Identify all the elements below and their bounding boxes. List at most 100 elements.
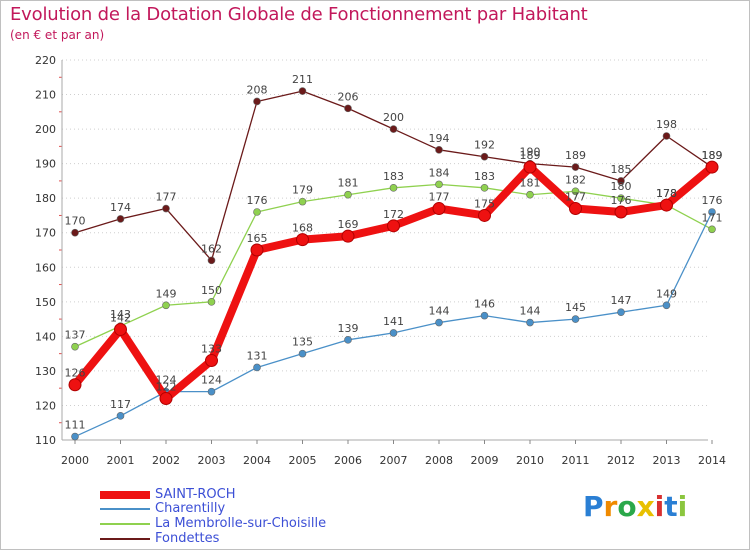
x-tick-label: 2001 [107,454,135,467]
data-label-charentilly: 145 [565,301,586,314]
axes-layer: 110 120 130 140 150 160 170 180 190 200 210 220 2000… [35,54,726,467]
data-point-la-membrolle-sur-choisille [435,180,443,189]
x-tick-label: 2004 [243,454,271,467]
x-tick-label: 2000 [61,454,89,467]
data-point-fondettes [435,146,443,154]
data-label-la-membrolle-sur-choisille: 184 [429,166,450,179]
data-label-fondettes: 208 [247,83,268,96]
data-point-fondettes [253,97,261,106]
data-point-charentilly [253,363,261,372]
data-point-la-membrolle-sur-choisille [162,301,170,310]
logo-letter: x [636,490,655,523]
data-point-saint-roch [569,202,582,216]
x-tick-label: 2012 [607,454,635,467]
y-tick-label: 150 [35,296,56,309]
data-label-charentilly: 111 [65,419,86,432]
legend-label-charentilly: Charentilly [155,501,226,516]
data-label-fondettes: 200 [383,111,404,124]
data-label-charentilly: 149 [656,287,677,300]
x-tick-label: 2008 [425,454,453,467]
data-point-fondettes [116,215,125,223]
data-point-charentilly [526,318,534,327]
data-label-la-membrolle-sur-choisille: 137 [65,329,86,342]
logo-letter: t [664,490,678,523]
data-point-charentilly [389,329,398,337]
data-point-saint-roch [250,243,264,257]
data-label-la-membrolle-sur-choisille: 150 [201,284,222,297]
y-tick-label: 210 [35,89,56,102]
data-label-saint-roch: 175 [474,197,495,210]
data-point-charentilly [71,432,79,441]
y-tick-label: 110 [35,434,56,447]
x-tick-label: 2003 [198,454,226,467]
data-point-charentilly [617,308,625,316]
legend-label-fondettes: Fondettes [155,531,220,546]
x-tick-label: 2013 [653,454,681,467]
logo-letter: i [654,490,665,523]
legend-swatch-fondettes [100,538,150,540]
data-label-la-membrolle-sur-choisille: 149 [156,287,177,300]
data-label-la-membrolle-sur-choisille: 178 [656,187,677,200]
data-label-saint-roch: 178 [656,187,677,200]
data-point-charentilly [116,412,125,420]
data-label-charentilly: 144 [429,305,450,318]
data-point-charentilly [435,318,443,327]
data-label-fondettes: 189 [702,149,723,162]
data-label-saint-roch: 122 [156,381,177,394]
y-tick-label: 130 [35,365,56,378]
data-label-saint-roch: 177 [565,191,586,204]
data-label-charentilly: 139 [338,322,359,335]
data-point-fondettes [298,87,307,95]
data-label-saint-roch: 189 [702,149,723,162]
data-point-saint-roch [478,208,491,222]
legend-swatch-saint-roch [100,491,150,499]
data-point-saint-roch [432,202,446,216]
data-label-fondettes: 194 [429,132,450,145]
data-label-charentilly: 144 [520,305,541,318]
data-point-la-membrolle-sur-choisille [71,342,79,351]
data-point-la-membrolle-sur-choisille [253,208,261,216]
data-point-charentilly [662,301,671,310]
data-point-la-membrolle-sur-choisille [207,298,216,306]
data-label-fondettes: 206 [338,90,359,103]
data-label-fondettes: 211 [292,73,313,86]
legend-swatch-charentilly [100,508,150,510]
data-point-saint-roch [387,219,400,233]
data-label-charentilly: 147 [611,294,632,307]
data-point-la-membrolle-sur-choisille [480,184,489,192]
x-tick-label: 2007 [380,454,408,467]
data-label-charentilly: 131 [247,349,268,362]
data-point-charentilly [708,208,716,216]
x-tick-label: 2014 [698,454,726,467]
chart-title: Evolution de la Dotation Globale de Fonc… [10,4,588,25]
legend-label-la-membrolle: La Membrolle-sur-Choisille [155,516,327,531]
data-label-la-membrolle-sur-choisille: 182 [565,173,586,186]
data-label-la-membrolle-sur-choisille: 143 [110,308,131,321]
data-point-fondettes [207,256,216,265]
x-tick-label: 2002 [152,454,180,467]
data-point-saint-roch [341,229,355,243]
data-label-charentilly: 124 [201,374,222,387]
data-point-saint-roch [296,233,309,247]
data-label-la-membrolle-sur-choisille: 180 [611,180,632,193]
data-label-saint-roch: 165 [247,232,268,245]
data-label-saint-roch: 169 [338,218,359,231]
logo-letter: P [583,490,604,523]
data-label-charentilly: 176 [702,194,723,207]
legend-swatch-la-membrolle [100,523,150,525]
data-label-fondettes: 198 [656,118,677,131]
data-point-la-membrolle-sur-choisille [526,190,534,199]
x-tick-label: 2005 [289,454,317,467]
x-tick-label: 2009 [471,454,499,467]
data-label-saint-roch: 177 [429,191,450,204]
data-point-la-membrolle-sur-choisille [389,184,398,192]
data-label-saint-roch: 172 [383,208,404,221]
data-label-saint-roch: 176 [611,194,632,207]
data-point-charentilly [298,349,307,358]
y-tick-label: 160 [35,261,56,274]
data-label-saint-roch: 133 [201,343,222,356]
data-point-la-membrolle-sur-choisille [298,197,307,206]
proxiti-logo: Proxiti [583,490,687,523]
data-label-fondettes: 177 [156,191,177,204]
data-label-fondettes: 170 [65,215,86,228]
